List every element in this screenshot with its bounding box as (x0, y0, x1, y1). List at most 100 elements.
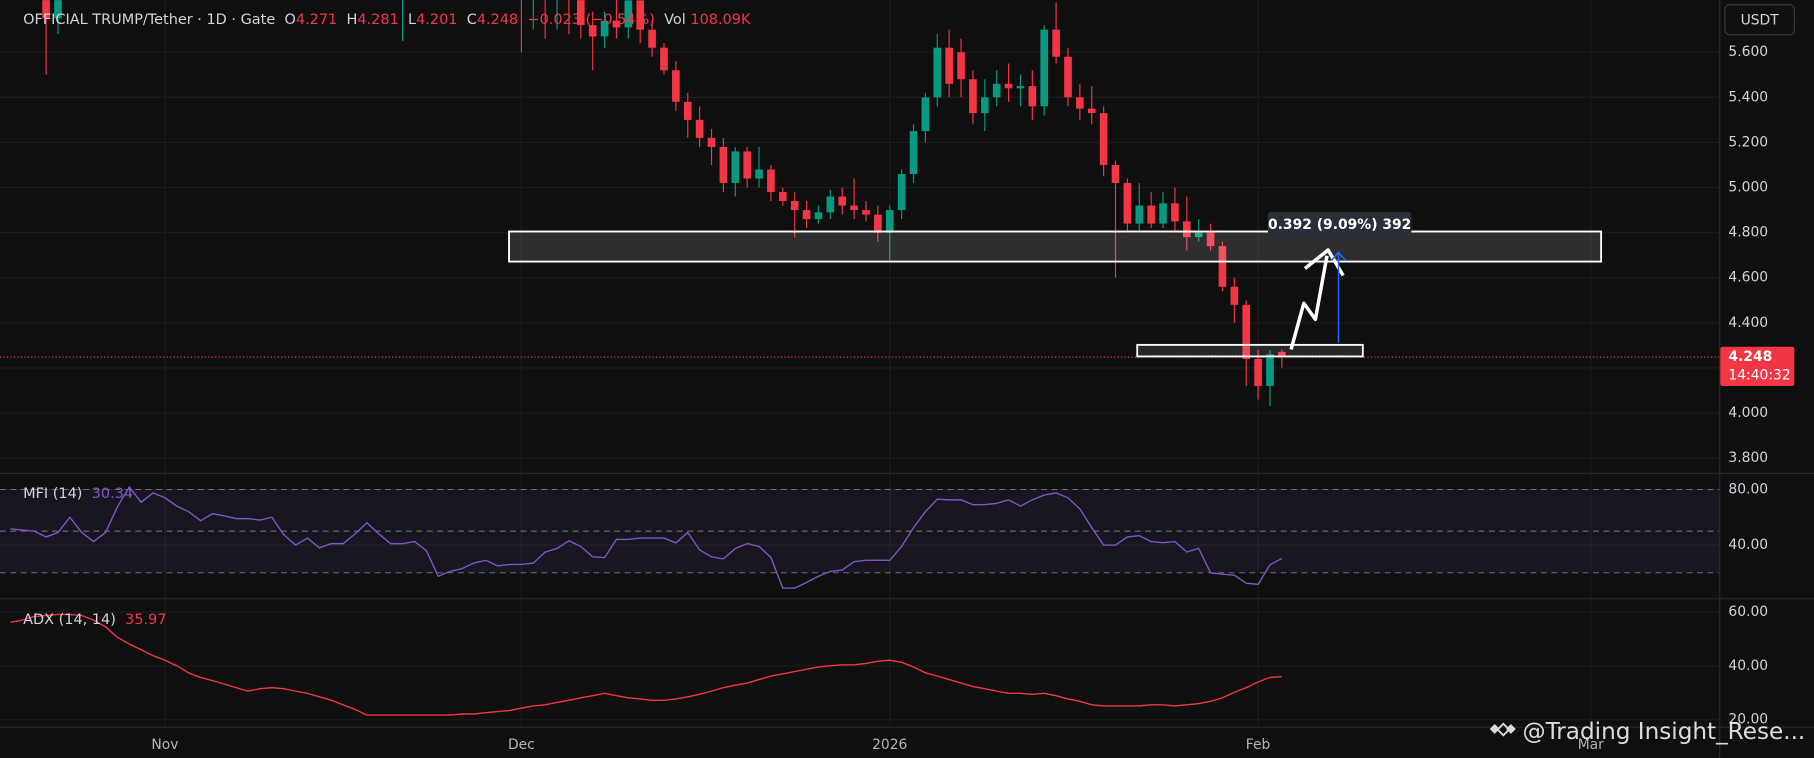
candle-body (1206, 232, 1215, 247)
legend-label: L (408, 12, 416, 28)
y-tick-label: 80.00 (1728, 481, 1768, 497)
candle-body (660, 47, 668, 71)
candle-body (1004, 83, 1013, 89)
candle-body (600, 20, 609, 37)
legend: OFFICIAL TRUMP/Tether · 1D · Gate O4.271 H… (23, 12, 751, 28)
candle-body (1052, 29, 1060, 57)
y-tick-label: 3.800 (1728, 450, 1768, 466)
candle-body (54, 0, 62, 19)
candle-body (969, 79, 977, 114)
candle-body (862, 210, 870, 215)
y-tick-label: 40.00 (1728, 658, 1768, 674)
candle-body (1147, 205, 1155, 224)
candle-body (1171, 203, 1179, 222)
candle-body (767, 169, 775, 193)
candle-body (802, 210, 811, 220)
indicator-line (10, 485, 1283, 589)
candle-body (933, 47, 942, 98)
candle-body (672, 70, 680, 102)
candle-body (695, 119, 704, 138)
price-tag-countdown: 14:40:32 (1728, 368, 1790, 384)
grid (0, 0, 1720, 727)
symbol-title: OFFICIAL TRUMP/Tether · 1D · Gate (23, 12, 275, 28)
axes: NovDec2026FebMar3.8004.0004.2004.4004.60… (151, 44, 1795, 753)
price-tag (1720, 346, 1795, 387)
legend-value: 4.271 (296, 12, 337, 28)
candle-body (731, 151, 740, 184)
candle-body (1028, 86, 1037, 107)
indicator-line (10, 613, 1282, 716)
candle-body (957, 52, 965, 80)
measure-label: 0.392 (9.09%) 392 (1268, 217, 1411, 233)
candle-body (1230, 286, 1239, 305)
candle-body (719, 146, 728, 184)
candle-body (588, 25, 597, 37)
resistance-zone (508, 230, 1603, 263)
candle-body (636, 0, 645, 30)
candle-body (885, 210, 894, 233)
legend-value: 4.281 (357, 12, 398, 28)
mfi-pane (0, 485, 1720, 589)
price-tag-value: 4.248 (1728, 349, 1772, 365)
x-tick-label: Mar (1578, 737, 1604, 753)
y-tick-label: 5.400 (1728, 89, 1768, 105)
candle-body (850, 205, 858, 211)
candle-body (992, 83, 1001, 98)
candle-body (1194, 232, 1203, 238)
mfi-legend: MFI (14) 30.34 (23, 486, 133, 502)
x-tick-label: 2026 (872, 737, 907, 753)
candle-body (1182, 221, 1191, 238)
candle-body (814, 212, 823, 220)
candle-body (624, 0, 633, 28)
y-tick-label: 4.000 (1728, 405, 1768, 421)
adx-pane (10, 613, 1282, 716)
candle-body (1242, 304, 1251, 359)
legend-value: 4.201 (416, 12, 457, 28)
candle-body (612, 20, 621, 28)
candle-body (743, 151, 751, 179)
legend-change: −0.023 (−0.54%) (527, 12, 654, 28)
candle-body (980, 97, 989, 114)
candle-body (1076, 97, 1084, 109)
currency-label[interactable]: USDT (1741, 12, 1780, 28)
measure-box (1267, 211, 1412, 238)
candle-body (1087, 108, 1096, 114)
price-pane (0, 0, 1720, 407)
indicator-value: 35.97 (125, 612, 166, 628)
candle-body (576, 0, 585, 26)
y-tick-label: 40.00 (1728, 537, 1768, 553)
candle-body (826, 196, 835, 213)
candle-body (1111, 164, 1120, 184)
candle-body (909, 131, 918, 174)
candle-body (1254, 358, 1262, 386)
legend-label: Vol (664, 12, 686, 28)
y-tick-label: 20.00 (1728, 712, 1768, 728)
measure-arrow (1331, 251, 1347, 261)
candle-body (1278, 351, 1286, 358)
y-tick-label: 5.200 (1728, 134, 1768, 150)
candle-body (707, 137, 716, 147)
watermark-icon (1489, 724, 1500, 734)
candle-body (874, 214, 882, 233)
adx-legend: ADX (14, 14) 35.97 (23, 612, 166, 628)
candle-body (1266, 354, 1274, 386)
watermark-text: @Trading Insight_Rese... (1522, 719, 1805, 745)
watermark-icon (1496, 722, 1511, 737)
indicator-title: ADX (14, 14) (23, 612, 116, 628)
y-tick-label: 5.600 (1728, 44, 1768, 60)
support-zone (1136, 343, 1364, 358)
candle-body (1159, 203, 1167, 224)
currency-button[interactable] (1724, 4, 1795, 36)
candle-body (1123, 183, 1132, 224)
candle-body (42, 0, 50, 19)
y-tick-label: 60.00 (1728, 604, 1768, 620)
indicator-title: MFI (14) (23, 486, 82, 502)
candle-body (648, 29, 656, 48)
projection-arrow (1289, 255, 1329, 350)
candle-body (897, 173, 906, 211)
legend-label: O (284, 12, 295, 28)
candle-body (1016, 86, 1025, 89)
